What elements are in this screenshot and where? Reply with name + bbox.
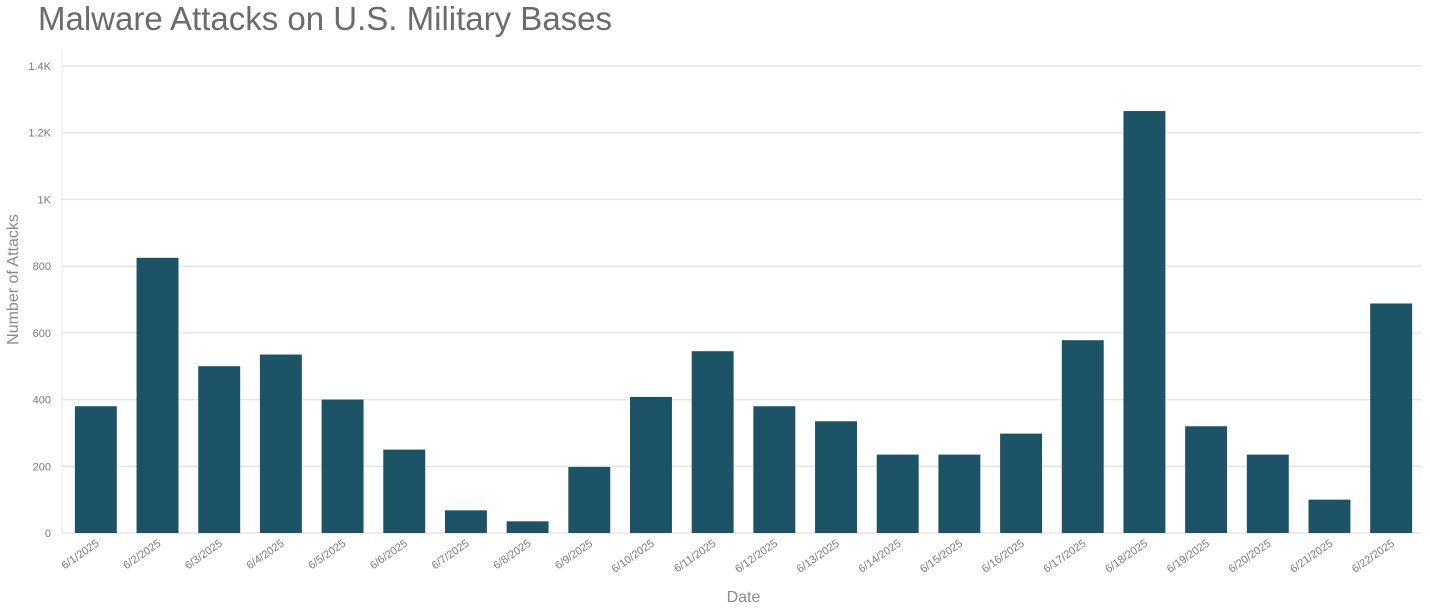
bar[interactable] <box>198 366 241 533</box>
x-axis-title: Date <box>727 589 761 606</box>
x-tick-label: 6/16/2025 <box>980 538 1027 576</box>
x-tick-label: 6/8/2025 <box>491 538 533 572</box>
x-tick-label: 6/18/2025 <box>1103 538 1150 576</box>
x-tick-label: 6/3/2025 <box>183 538 225 572</box>
bar[interactable] <box>753 406 796 533</box>
x-tick-label: 6/21/2025 <box>1288 538 1335 576</box>
chart-title: Malware Attacks on U.S. Military Bases <box>38 0 613 37</box>
y-axis-ticks: 0 200 400 600 800 1K 1.2K 1.4K <box>28 61 51 540</box>
bar[interactable] <box>1061 340 1104 533</box>
x-tick-label: 6/20/2025 <box>1227 538 1274 576</box>
x-tick-label: 6/12/2025 <box>733 538 780 576</box>
bar[interactable] <box>1185 426 1228 533</box>
bars <box>74 111 1413 534</box>
x-tick-label: 6/22/2025 <box>1350 538 1397 576</box>
x-tick-label: 6/14/2025 <box>856 538 903 576</box>
y-tick-label: 400 <box>33 395 51 407</box>
x-tick-label: 6/6/2025 <box>368 538 410 572</box>
y-tick-label: 1.2K <box>28 128 51 140</box>
y-tick-label: 800 <box>33 261 51 273</box>
x-tick-label: 6/19/2025 <box>1165 538 1212 576</box>
bar[interactable] <box>568 466 611 533</box>
bar[interactable] <box>321 399 364 533</box>
x-tick-label: 6/2/2025 <box>121 538 163 572</box>
bar[interactable] <box>876 454 919 533</box>
bar[interactable] <box>1308 499 1351 533</box>
x-tick-label: 6/15/2025 <box>918 538 965 576</box>
bar[interactable] <box>1246 454 1289 533</box>
x-tick-label: 6/5/2025 <box>306 538 348 572</box>
y-tick-label: 1.4K <box>28 61 51 73</box>
bar[interactable] <box>444 510 487 533</box>
bar[interactable] <box>1000 433 1043 533</box>
bar[interactable] <box>815 421 857 533</box>
x-tick-label: 6/9/2025 <box>553 538 595 572</box>
x-tick-label: 6/11/2025 <box>672 538 718 575</box>
bar[interactable] <box>506 521 549 533</box>
x-tick-label: 6/17/2025 <box>1042 538 1089 576</box>
bar[interactable] <box>383 449 426 533</box>
bar[interactable] <box>938 454 981 533</box>
bar[interactable] <box>630 396 672 533</box>
bar[interactable] <box>74 406 117 533</box>
x-tick-label: 6/10/2025 <box>610 538 657 576</box>
bar[interactable] <box>259 354 302 533</box>
x-tick-label: 6/7/2025 <box>430 538 472 572</box>
bar[interactable] <box>136 257 179 533</box>
x-axis-ticks: 6/1/2025 6/2/2025 6/3/2025 6/4/2025 6/5/2025… <box>60 538 1397 576</box>
x-tick-label: 6/1/2025 <box>60 538 102 572</box>
bar[interactable] <box>1370 303 1413 533</box>
bar[interactable] <box>691 351 734 533</box>
bar[interactable] <box>1123 111 1166 534</box>
y-tick-label: 1K <box>38 194 52 206</box>
x-tick-label: 6/13/2025 <box>795 538 842 576</box>
y-tick-label: 600 <box>33 328 51 340</box>
y-tick-label: 0 <box>45 528 51 540</box>
y-tick-label: 200 <box>33 461 51 473</box>
y-axis-title: Number of Attacks <box>5 214 22 345</box>
x-tick-label: 6/4/2025 <box>245 538 287 572</box>
